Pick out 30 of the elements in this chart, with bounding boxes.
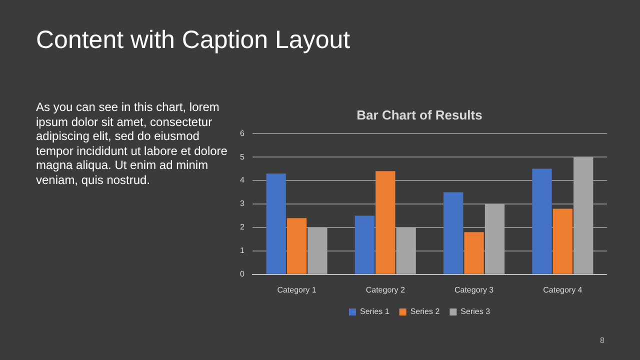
x-tick-label: Category 3	[454, 285, 494, 294]
bar	[552, 208, 573, 274]
text: As you can see in this chart, lorem ipsum dolor sit amet, consectetur adipiscing elit, sed do eiusmod tempor incididunt ut labore et dolore magna aliqua. Ut enim ad minim veniam, quis nostrud.	[36, 100, 228, 187]
bar	[574, 157, 594, 274]
x-tick-label: Category 1	[277, 285, 317, 294]
y-tick-label: 3	[240, 199, 245, 208]
bar	[444, 192, 464, 274]
legend-label: Series 3	[460, 307, 491, 316]
bar	[484, 204, 505, 274]
legend-label: Series 1	[360, 307, 390, 316]
bar	[376, 171, 396, 274]
text: Content with Caption Layout	[36, 26, 350, 55]
bar	[266, 173, 286, 274]
bar	[308, 227, 328, 274]
x-tick-label: Category 4	[543, 285, 583, 294]
y-tick-label: 6	[240, 128, 245, 138]
bar	[286, 218, 307, 274]
text: 8	[600, 336, 604, 345]
chart-title: Bar Chart of Results	[356, 107, 482, 122]
bar	[354, 216, 375, 274]
bar	[464, 232, 484, 274]
legend-label: Series 2	[410, 307, 440, 316]
y-tick-label: 2	[240, 222, 245, 232]
x-tick-label: Category 2	[366, 285, 406, 294]
bar	[396, 227, 416, 274]
y-tick-label: 5	[240, 152, 245, 162]
y-tick-label: 4	[240, 176, 245, 185]
bar	[532, 168, 552, 274]
y-tick-label: 0	[240, 270, 245, 279]
y-tick-label: 1	[240, 246, 245, 256]
